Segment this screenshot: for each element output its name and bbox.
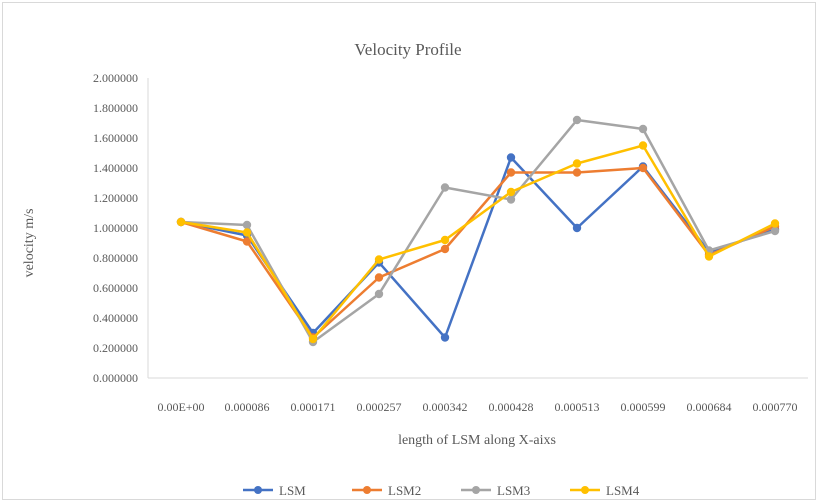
y-tick-label: 1.000000 — [93, 221, 138, 235]
data-point — [572, 115, 582, 125]
x-tick-label: 0.000599 — [621, 400, 666, 414]
y-axis-title: velocity m/s — [22, 209, 37, 278]
y-tick-label: 0.800000 — [93, 251, 138, 265]
series-lines — [176, 115, 780, 347]
y-tick-label: 0.600000 — [93, 281, 138, 295]
legend-item: LSM — [243, 483, 306, 498]
data-point — [770, 226, 780, 236]
x-tick-label: 0.000342 — [423, 400, 468, 414]
legend-marker — [254, 486, 262, 494]
data-point — [572, 168, 582, 177]
x-tick-label: 0.000428 — [489, 400, 534, 414]
data-point — [308, 334, 318, 344]
series-lsm2 — [176, 163, 780, 342]
y-tick-label: 2.000000 — [93, 71, 138, 85]
y-tick-label: 0.000000 — [93, 371, 138, 385]
legend-item: LSM2 — [352, 483, 421, 498]
x-tick-label: 0.00E+00 — [157, 400, 204, 414]
x-tick-label: 0.000684 — [687, 400, 732, 414]
x-tick-label: 0.000770 — [753, 400, 798, 414]
y-tick-label: 1.200000 — [93, 191, 138, 205]
x-tick-label: 0.000171 — [291, 400, 336, 414]
data-point — [704, 252, 714, 261]
data-point — [506, 153, 516, 162]
data-point — [176, 217, 186, 227]
legend: LSM LSM2 LSM3 LSM4 — [243, 483, 640, 498]
line-chart: Velocity Profile velocity m/s length of … — [22, 40, 808, 498]
data-point — [770, 219, 780, 228]
x-axis-ticks: 0.00E+00 0.000086 0.000171 0.000257 0.000342… — [157, 400, 797, 414]
data-point — [242, 220, 252, 230]
y-tick-label: 1.400000 — [93, 161, 138, 175]
data-point — [440, 183, 450, 192]
legend-item: LSM3 — [461, 483, 530, 498]
series-line — [180, 144, 776, 341]
y-axis-ticks: 0.000000 0.200000 0.400000 0.600000 0.800000… — [93, 71, 138, 385]
legend-marker — [472, 486, 480, 494]
data-point — [374, 255, 384, 264]
data-point — [440, 244, 450, 254]
y-tick-label: 1.800000 — [93, 101, 138, 115]
series-lsm3 — [176, 115, 780, 347]
y-tick-label: 1.600000 — [93, 131, 138, 145]
legend-label: LSM2 — [388, 483, 421, 498]
legend-label: LSM — [279, 483, 306, 498]
data-point — [374, 273, 384, 282]
data-point — [572, 159, 582, 168]
x-tick-label: 0.000086 — [225, 400, 270, 414]
legend-marker — [581, 486, 589, 494]
y-tick-label: 0.200000 — [93, 341, 138, 355]
series-line — [180, 156, 776, 339]
x-tick-label: 0.000257 — [357, 400, 402, 414]
data-point — [638, 124, 648, 134]
data-point — [440, 235, 450, 245]
data-point — [440, 333, 450, 342]
legend-item: LSM4 — [570, 483, 640, 498]
series-lsm4 — [176, 141, 780, 344]
series-line — [180, 118, 776, 344]
series-lsm — [176, 153, 780, 342]
data-point — [638, 163, 648, 173]
y-tick-label: 0.400000 — [93, 311, 138, 325]
chart-title: Velocity Profile — [354, 40, 461, 59]
data-point — [638, 141, 648, 150]
legend-label: LSM4 — [606, 483, 640, 498]
x-tick-label: 0.000513 — [555, 400, 600, 414]
legend-marker — [363, 486, 371, 494]
axes — [147, 78, 808, 379]
data-point — [506, 195, 516, 204]
data-point — [374, 289, 384, 299]
data-point — [506, 187, 516, 197]
x-axis-title: length of LSM along X-aixs — [398, 433, 556, 448]
data-point — [572, 223, 582, 233]
data-point — [506, 168, 516, 177]
data-point — [242, 228, 252, 237]
series-line — [180, 166, 776, 339]
legend-label: LSM3 — [497, 483, 530, 498]
data-point — [242, 237, 252, 246]
